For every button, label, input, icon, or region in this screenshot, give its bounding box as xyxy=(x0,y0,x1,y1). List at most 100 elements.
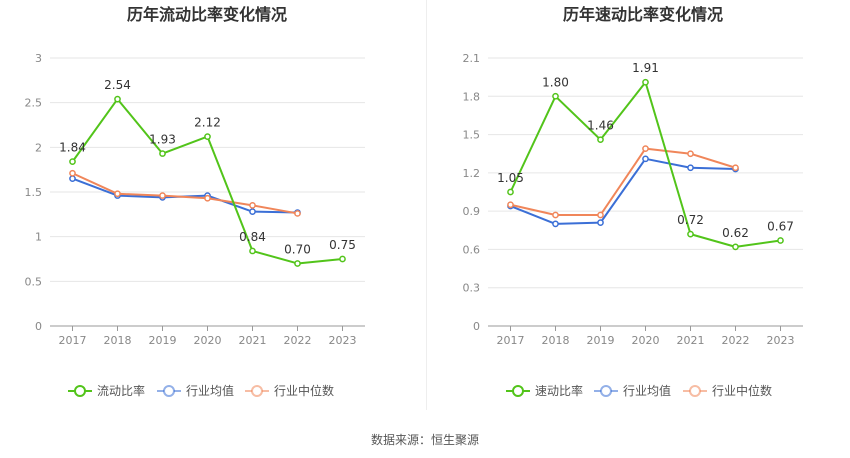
data-point xyxy=(204,133,211,140)
data-point xyxy=(507,201,514,209)
legend-marker xyxy=(689,385,701,397)
data-label: 1.80 xyxy=(542,75,569,89)
data-point xyxy=(642,78,649,86)
x-tick-label: 2022 xyxy=(284,334,312,347)
y-tick-label: 0.3 xyxy=(463,282,481,295)
data-label: 1.05 xyxy=(497,171,524,185)
legend-item-3: 行业中位数 xyxy=(245,383,334,398)
data-point xyxy=(339,255,346,263)
x-tick-label: 2022 xyxy=(722,334,750,347)
y-tick-label: 2 xyxy=(35,141,42,154)
data-label: 2.54 xyxy=(104,78,131,92)
y-tick-label: 1.2 xyxy=(463,167,481,180)
data-point xyxy=(114,190,121,198)
y-tick-label: 1.5 xyxy=(463,129,481,142)
data-point xyxy=(732,164,739,172)
x-tick-label: 2020 xyxy=(194,334,222,347)
data-label: 0.70 xyxy=(284,242,311,256)
data-point xyxy=(642,155,649,163)
x-tick-label: 2018 xyxy=(542,334,570,347)
legend-marker xyxy=(163,385,175,397)
data-label: 1.84 xyxy=(59,141,86,155)
series-line-3 xyxy=(72,172,298,215)
legend-item-3: 行业中位数 xyxy=(683,383,772,398)
legend-item-1: 速动比率 xyxy=(506,383,583,398)
legend-marker xyxy=(600,385,612,397)
legend-label: 行业均值 xyxy=(186,383,234,398)
x-tick-label: 2020 xyxy=(632,334,660,347)
legend-marker xyxy=(74,385,86,397)
data-point xyxy=(159,192,166,199)
y-tick-label: 0.9 xyxy=(463,205,481,218)
x-tick-label: 2021 xyxy=(239,334,267,347)
y-tick-label: 0.5 xyxy=(25,275,43,288)
panel-divider xyxy=(426,0,427,410)
data-label: 1.91 xyxy=(632,61,659,75)
x-tick-label: 2017 xyxy=(497,334,525,347)
data-label: 0.67 xyxy=(767,219,794,233)
legend-item-1: 流动比率 xyxy=(68,383,145,398)
data-label: 1.46 xyxy=(587,119,614,133)
y-tick-label: 2.1 xyxy=(463,52,481,65)
series-line-2 xyxy=(510,157,736,225)
data-label: 0.84 xyxy=(239,230,266,244)
data-label: 0.62 xyxy=(722,226,749,240)
x-tick-label: 2017 xyxy=(59,334,87,347)
legend-item-2: 行业均值 xyxy=(594,383,671,398)
data-point xyxy=(249,208,256,216)
data-point xyxy=(687,230,694,238)
x-tick-label: 2021 xyxy=(677,334,705,347)
data-point xyxy=(777,237,784,244)
data-point xyxy=(597,211,604,219)
y-tick-label: 1.5 xyxy=(25,186,43,199)
x-tick-label: 2018 xyxy=(104,334,132,347)
chart-1: 历年流动比率变化情况 0 0.5 1 1.5 2 2.5 3 2017 2018 2019 2020 2… xyxy=(25,5,365,398)
data-point xyxy=(159,150,166,157)
data-point xyxy=(204,194,211,202)
chart-title: 历年速动比率变化情况 xyxy=(563,5,723,24)
data-point xyxy=(552,211,559,219)
y-tick-label: 0 xyxy=(35,320,42,333)
series-line-3 xyxy=(510,147,736,216)
y-tick-label: 1.8 xyxy=(463,90,481,103)
legend-marker xyxy=(251,385,263,397)
data-point xyxy=(114,95,121,103)
legend-marker xyxy=(512,385,524,397)
data-label: 0.75 xyxy=(329,238,356,252)
x-tick-label: 2019 xyxy=(149,334,177,347)
data-point xyxy=(507,188,514,196)
y-tick-label: 0.6 xyxy=(463,243,481,256)
y-tick-label: 1 xyxy=(35,231,42,244)
y-tick-label: 3 xyxy=(35,52,42,65)
data-point xyxy=(552,92,559,100)
chart-2: 历年速动比率变化情况 0 0.3 0.6 0.9 1.2 1.5 1.8 2.1 2017 2018… xyxy=(463,5,803,398)
legend-label: 行业中位数 xyxy=(274,383,334,398)
data-label: 1.93 xyxy=(149,133,176,147)
data-point xyxy=(294,210,301,217)
data-point xyxy=(249,202,256,209)
data-point xyxy=(597,219,604,226)
data-point xyxy=(552,220,559,228)
data-point xyxy=(687,150,694,158)
data-point xyxy=(69,169,76,177)
x-tick-label: 2019 xyxy=(587,334,615,347)
data-point xyxy=(294,260,301,267)
data-label: 0.72 xyxy=(677,213,704,227)
legend-label: 速动比率 xyxy=(535,383,583,398)
x-tick-label: 2023 xyxy=(329,334,357,347)
data-point xyxy=(249,247,256,255)
legend-label: 行业中位数 xyxy=(712,383,772,398)
chart-title: 历年流动比率变化情况 xyxy=(127,5,287,24)
legend-item-2: 行业均值 xyxy=(157,383,234,398)
data-point xyxy=(732,243,739,251)
data-point xyxy=(642,145,649,152)
legend-label: 流动比率 xyxy=(97,383,145,398)
data-point xyxy=(597,136,604,144)
y-tick-label: 0 xyxy=(473,320,480,333)
data-label: 2.12 xyxy=(194,116,221,130)
data-point xyxy=(69,158,76,165)
legend-label: 行业均值 xyxy=(623,383,671,398)
x-tick-label: 2023 xyxy=(767,334,795,347)
data-point xyxy=(69,175,76,182)
